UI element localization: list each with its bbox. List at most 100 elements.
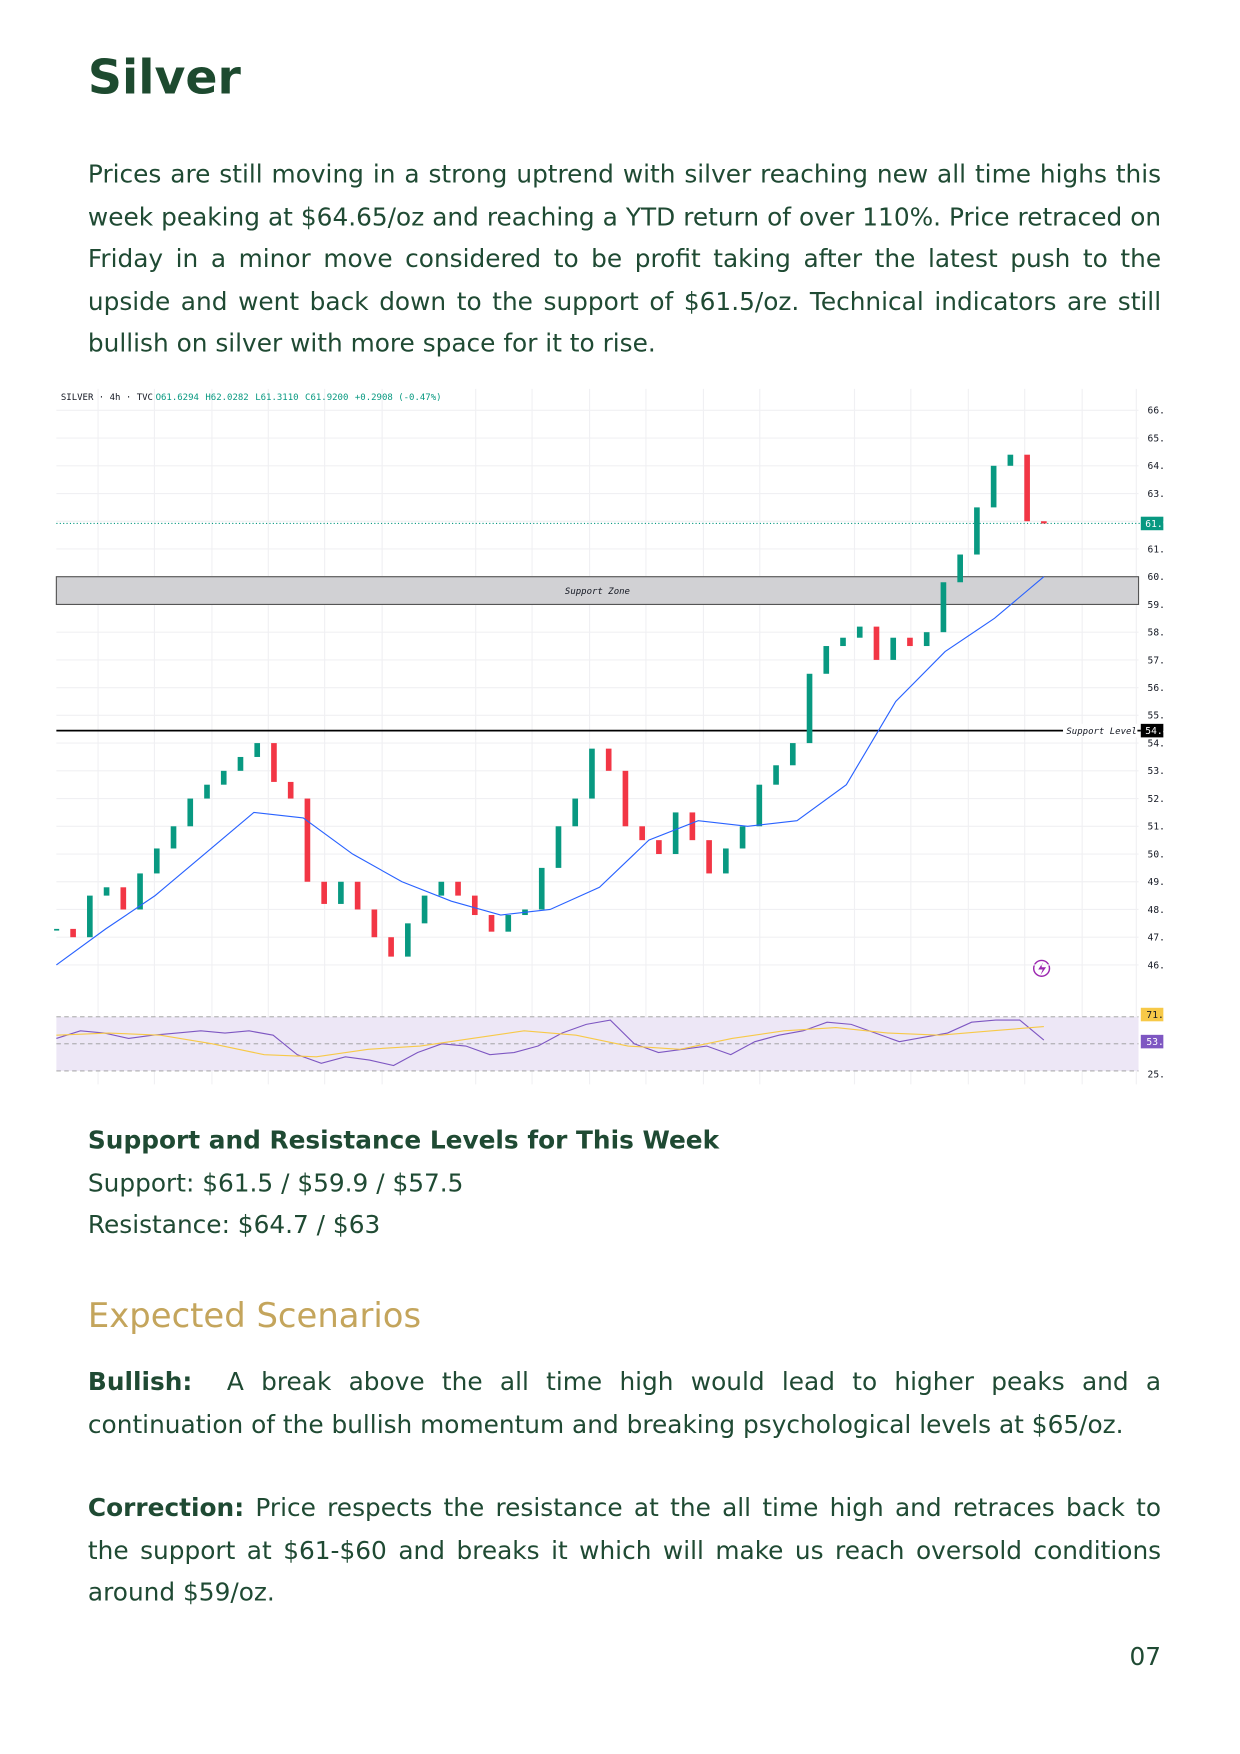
candle (505, 915, 512, 932)
candle (605, 748, 612, 771)
candle (789, 743, 796, 766)
candle (220, 770, 227, 785)
intro-text: Prices are still moving in a strong uptr… (87, 161, 1162, 359)
y-tick-label: 46.0000 (1148, 960, 1164, 971)
support-level-badge (1140, 723, 1164, 738)
correction-scenario: Correction: Price respects the resistanc… (88, 1488, 1161, 1615)
candle (555, 826, 562, 868)
rsi-badge (1140, 1007, 1164, 1022)
candle (137, 873, 143, 910)
y-tick-label: 58.0000 (1148, 628, 1164, 639)
y-tick-label: 64.0000 (1148, 461, 1164, 472)
candle (120, 887, 127, 910)
correction-text: Price respects the resistance at the all… (87, 1494, 1162, 1608)
candle (806, 673, 813, 744)
candle (271, 743, 277, 782)
candle (54, 928, 60, 931)
support-level-label-bg (1063, 723, 1138, 738)
chart-bg (54, 383, 1164, 1094)
page-title: Silver (87, 49, 241, 105)
y-tick-label: 52.0000 (1148, 794, 1164, 805)
candle (756, 784, 763, 827)
support-levels: Support: $61.5 / $59.9 / $57.5 (87, 1170, 464, 1199)
ohlc-value: O61.6294 (156, 393, 199, 403)
symbol: SILVER · 4h · TVC (61, 393, 153, 403)
candle (438, 881, 445, 896)
y-tick-label: 59.0000 (1148, 600, 1164, 611)
ohlc-value: C61.9200 (305, 393, 348, 403)
candle (907, 637, 913, 647)
candle (672, 812, 679, 855)
candle (840, 637, 846, 647)
candle (421, 895, 428, 924)
candle (321, 881, 327, 904)
candle (890, 637, 897, 660)
candle (338, 881, 344, 904)
rsi-tick-label: 25.00 (1148, 1070, 1164, 1081)
y-tick-label: 57.0000 (1148, 655, 1164, 666)
page-number: 07 (1129, 1643, 1162, 1672)
rsi-badge-value: 71.97 (1146, 1010, 1163, 1021)
y-tick-label: 49.0000 (1148, 877, 1164, 888)
rsi-badge-value: 53.46 (1146, 1037, 1163, 1048)
y-tick-label: 50.0000 (1148, 849, 1164, 860)
y-tick-label: 53.0000 (1148, 766, 1164, 777)
candle (538, 867, 545, 910)
rsi-line (56, 1025, 1044, 1058)
candle (873, 626, 880, 660)
rsi-line (56, 1019, 1045, 1067)
ohlc-value: +0.2908 (-0.47%) (355, 393, 442, 403)
y-tick-label: 51.0000 (1148, 822, 1164, 833)
candle (1041, 521, 1047, 524)
alert-bolt (1038, 962, 1047, 976)
ohlc-value: L61.3110 (255, 393, 298, 403)
support-level-value: 54.4500 (1145, 726, 1163, 737)
candle (287, 781, 294, 799)
y-tick-label: 54.0000 (1148, 738, 1164, 749)
y-tick-label: 61.0000 (1148, 544, 1164, 555)
candle (1024, 454, 1030, 522)
bullish-scenario: Bullish: A break above the all time high… (88, 1362, 1161, 1447)
support-level-label: Support Level (1066, 727, 1136, 737)
ohlc-value: H62.0282 (205, 393, 248, 403)
candle (304, 798, 311, 882)
bullish-label: Bullish: (87, 1368, 193, 1397)
candle (87, 895, 93, 938)
candle (706, 840, 712, 874)
moving-average (56, 576, 1045, 966)
candle (990, 465, 997, 508)
y-tick-label: 55.0000 (1148, 711, 1164, 722)
candle (170, 826, 177, 849)
y-tick-label: 65.0000 (1148, 433, 1164, 444)
candle (739, 826, 746, 849)
candle (153, 848, 160, 874)
support-zone-label: Support Zone (565, 587, 630, 597)
y-tick-label: 60.0000 (1148, 572, 1164, 583)
candle (940, 582, 947, 633)
y-tick-label: 47.0000 (1148, 933, 1164, 944)
scenarios-heading: Expected Scenarios (87, 1296, 422, 1336)
alert-icon (1032, 959, 1051, 977)
resistance-levels: Resistance: $64.7 / $63 (87, 1211, 381, 1240)
candle (639, 826, 645, 841)
candle (656, 840, 662, 855)
candle (187, 798, 194, 827)
candle (103, 887, 110, 896)
candle (354, 881, 361, 910)
candle (856, 626, 863, 638)
candle (572, 798, 579, 827)
candle (371, 909, 378, 938)
candle (689, 812, 696, 841)
candle (254, 743, 261, 757)
correction-label: Correction: (87, 1494, 245, 1523)
last-price-badge (1140, 516, 1164, 531)
candle (589, 748, 595, 799)
last-price-value: 61.9200 (1145, 519, 1163, 530)
rsi-badge (1140, 1034, 1164, 1049)
candle (622, 770, 629, 827)
candle (488, 915, 495, 932)
y-tick-label: 63.0000 (1148, 489, 1164, 500)
candle (204, 784, 210, 799)
bullish-text: A break above the all time high would le… (87, 1368, 1162, 1439)
